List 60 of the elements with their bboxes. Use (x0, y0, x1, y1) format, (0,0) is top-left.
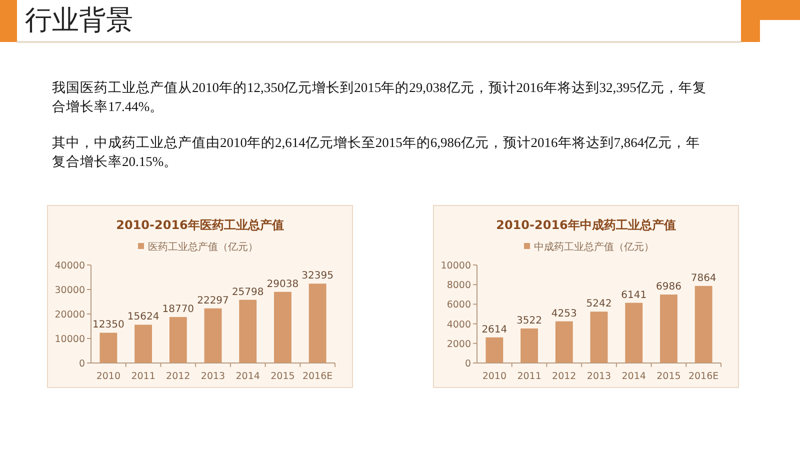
x-tick-label: 2011 (131, 371, 156, 382)
bar (555, 321, 573, 363)
data-label: 5242 (586, 298, 612, 310)
bar (100, 332, 118, 363)
data-label: 32395 (302, 270, 334, 282)
text: 我国医药工业总产值从2010年的12,350亿元增长到2015年的29,038亿元，预计2016年将达到32,395亿元，年复合增长率17.44%。 (52, 79, 707, 116)
text: 其中，中成药工业总产值由2010年的2,614亿元增长至2015年的6,986亿元，预计2016年将达到7,864亿元，年复合增长率20.15%。 (52, 134, 702, 171)
data-label: 12350 (92, 320, 124, 331)
legend-label: 中成药工业总产值（亿元） (534, 241, 654, 253)
bar (520, 328, 538, 363)
data-label: 6141 (621, 290, 647, 301)
y-tick-label: 8000 (446, 280, 471, 292)
chart-title: 2010-2016年医药工业总产值 (116, 218, 284, 232)
bar (590, 312, 608, 363)
legend-label: 医药工业总产值（亿元） (148, 241, 258, 253)
bar (134, 324, 152, 363)
y-tick-label: 30000 (54, 285, 85, 296)
x-tick-label: 2014 (622, 371, 646, 382)
data-label: 2614 (482, 324, 508, 336)
bar (625, 302, 643, 363)
data-label: 29038 (266, 278, 299, 290)
bar (169, 317, 187, 363)
data-label: 7864 (690, 272, 716, 284)
x-tick-label: 2015 (270, 371, 295, 382)
x-tick-label: 2012 (552, 371, 576, 382)
x-tick-label: 2016E (688, 371, 719, 382)
bar (308, 284, 326, 363)
bar (694, 286, 712, 363)
x-tick-label: 2010 (482, 371, 507, 382)
y-tick-label: 4000 (446, 319, 471, 330)
x-tick-label: 2010 (96, 371, 121, 382)
data-label: 4253 (551, 308, 577, 320)
x-tick-label: 2013 (200, 371, 226, 382)
data-label: 25798 (232, 286, 264, 298)
x-tick-label: 2014 (236, 371, 260, 382)
data-label: 15624 (127, 312, 160, 323)
y-tick-label: 10000 (440, 260, 471, 272)
x-tick-label: 2016E (302, 371, 333, 382)
bar (660, 294, 678, 363)
y-tick-label: 0 (78, 358, 85, 370)
y-tick-label: 6000 (446, 300, 471, 311)
y-tick-label: 0 (464, 358, 471, 370)
text: 行业背景 (25, 4, 133, 38)
data-label: 22297 (197, 295, 229, 306)
y-tick-label: 40000 (54, 260, 85, 272)
y-tick-label: 20000 (54, 310, 85, 320)
x-tick-label: 2013 (586, 371, 612, 382)
bar (274, 292, 292, 363)
y-tick-label: 2000 (446, 338, 471, 350)
x-tick-label: 2012 (166, 371, 190, 382)
y-tick-label: 10000 (54, 334, 85, 345)
x-tick-label: 2015 (656, 371, 681, 382)
data-label: 3522 (516, 315, 542, 326)
data-label: 18770 (162, 304, 194, 316)
bar (239, 300, 257, 363)
data-label: 6986 (656, 282, 682, 293)
chart-title: 2010-2016年中成药工业总产值 (496, 218, 676, 232)
bar (204, 308, 222, 363)
x-tick-label: 2011 (517, 371, 542, 382)
bar (486, 337, 504, 363)
